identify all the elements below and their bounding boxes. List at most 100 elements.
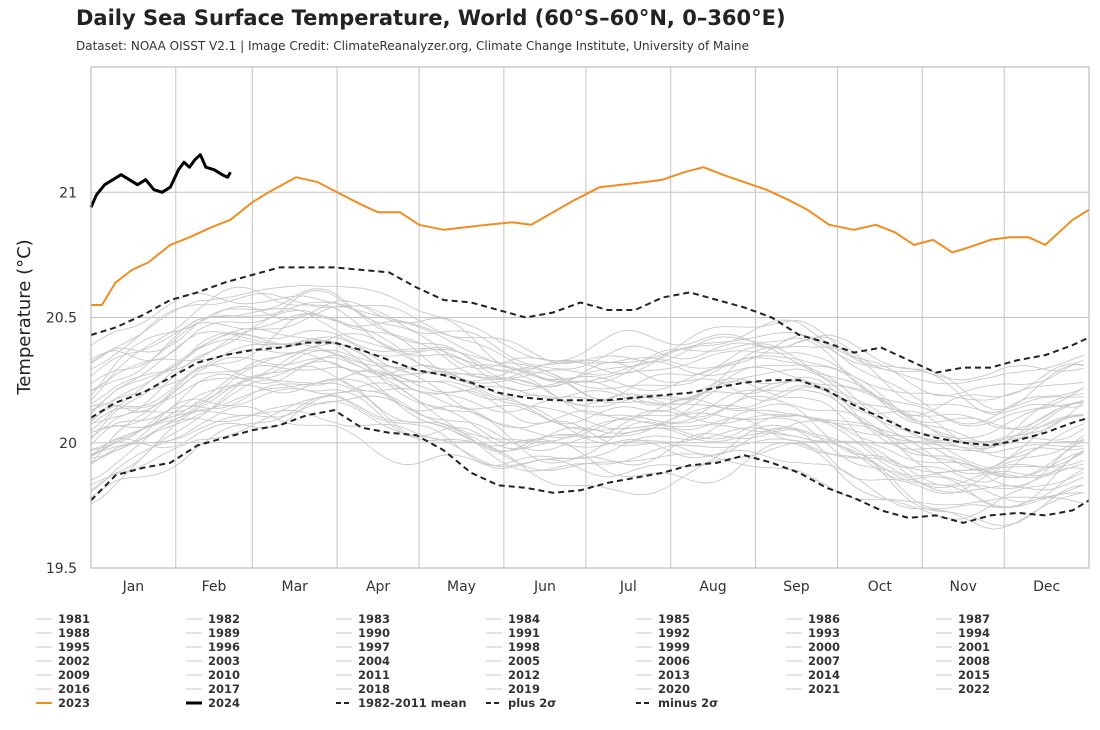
legend-item[interactable]: 1997 [336, 640, 390, 654]
legend-label: 2005 [508, 654, 541, 668]
series-line-1996 [90, 369, 1084, 486]
series-line-2024 [89, 153, 232, 208]
legend-label: 2012 [508, 668, 541, 682]
legend-item[interactable]: 2016 [36, 682, 90, 696]
legend-swatch [636, 688, 652, 690]
legend-label: 2009 [58, 668, 91, 682]
legend-item[interactable]: minus 2σ [636, 696, 718, 710]
y-tick-label: 20 [59, 436, 77, 452]
legend-swatch [636, 632, 652, 634]
legend-item[interactable]: 1988 [36, 626, 90, 640]
series-line-2001 [90, 360, 1084, 483]
legend-label: 1988 [58, 626, 91, 640]
legend-label: 1981 [58, 612, 91, 626]
legend-item[interactable]: 1990 [336, 626, 390, 640]
legend-item[interactable]: 1998 [486, 640, 540, 654]
legend-label: 2003 [208, 654, 241, 668]
legend-swatch [336, 660, 352, 662]
legend-item[interactable]: 1989 [186, 626, 240, 640]
legend-item[interactable]: 1999 [636, 640, 690, 654]
legend-item[interactable]: 2006 [636, 654, 690, 668]
x-tick-label: Apr [366, 579, 390, 595]
legend-item[interactable]: 1982-2011 mean [336, 696, 467, 710]
legend-swatch [786, 618, 802, 620]
plot-area-frame [90, 66, 1090, 569]
legend-item[interactable]: 2021 [786, 682, 840, 696]
legend-item[interactable]: 1983 [336, 612, 390, 626]
legend-item[interactable]: 1993 [786, 626, 840, 640]
y-axis-ticks: 19.5 20 20.5 21 [46, 185, 77, 577]
legend-swatch [786, 646, 802, 648]
legend-label: 1992 [658, 626, 691, 640]
x-tick-label: Aug [699, 579, 726, 595]
legend-item[interactable]: 2010 [186, 668, 240, 682]
legend-item[interactable]: 2011 [336, 668, 390, 682]
legend-label: 1989 [208, 626, 241, 640]
legend-item[interactable]: 1984 [486, 612, 540, 626]
legend-item[interactable]: 2004 [336, 654, 390, 668]
legend-label: 1993 [808, 626, 841, 640]
legend-label: 2000 [808, 640, 841, 654]
legend-label: 2017 [208, 682, 241, 696]
legend-item[interactable]: 2007 [786, 654, 840, 668]
legend-item[interactable]: 2005 [486, 654, 540, 668]
legend-item[interactable]: 2018 [336, 682, 390, 696]
legend-item[interactable]: 2020 [636, 682, 690, 696]
legend-swatch [636, 660, 652, 662]
legend-item[interactable]: 2014 [786, 668, 840, 682]
legend-item[interactable]: 2009 [36, 668, 90, 682]
legend-item[interactable]: 1982 [186, 612, 240, 626]
legend-swatch [336, 674, 352, 676]
legend-item[interactable]: 1987 [936, 612, 990, 626]
legend-swatch [336, 688, 352, 690]
legend-label: 2018 [358, 682, 391, 696]
legend-item[interactable]: 2008 [936, 654, 990, 668]
y-tick-label: 21 [59, 185, 77, 201]
legend-swatch [486, 674, 502, 676]
legend-item[interactable]: 1995 [36, 640, 90, 654]
legend-label: 1983 [358, 612, 391, 626]
legend-item[interactable]: 2023 [36, 696, 90, 710]
legend-item[interactable]: 1981 [36, 612, 90, 626]
legend-item[interactable]: 2000 [786, 640, 840, 654]
legend-item[interactable]: plus 2σ [486, 696, 556, 710]
legend-item[interactable]: 2001 [936, 640, 990, 654]
legend-label: 2006 [658, 654, 691, 668]
legend-item[interactable]: 2012 [486, 668, 540, 682]
legend-label: 1998 [508, 640, 541, 654]
legend-item[interactable]: 1986 [786, 612, 840, 626]
legend-item[interactable]: 2002 [36, 654, 90, 668]
legend-swatch [36, 702, 52, 704]
legend-item[interactable]: 1994 [936, 626, 990, 640]
legend-label: 1982-2011 mean [358, 696, 467, 710]
x-tick-label: Jun [533, 579, 556, 595]
legend-item[interactable]: 1996 [186, 640, 240, 654]
legend-label: 2019 [508, 682, 541, 696]
series-line-1984 [90, 394, 1084, 530]
legend-label: 2021 [808, 682, 841, 696]
legend-swatch [936, 646, 952, 648]
legend-item[interactable]: 2022 [936, 682, 990, 696]
legend-item[interactable]: 2013 [636, 668, 690, 682]
series-line-2002 [90, 352, 1084, 475]
historical-years-lines [90, 284, 1084, 530]
legend-item[interactable]: 2017 [186, 682, 240, 696]
x-tick-label: Sep [783, 579, 810, 595]
legend-item[interactable]: 2024 [186, 696, 240, 710]
legend-label: 1994 [958, 626, 991, 640]
legend-item[interactable]: 2003 [186, 654, 240, 668]
series-line-2009 [90, 338, 1084, 450]
legend-item[interactable]: 1991 [486, 626, 540, 640]
legend-swatch [186, 632, 202, 634]
legend-swatch [936, 674, 952, 676]
legend-item[interactable]: 2019 [486, 682, 540, 696]
legend-item[interactable]: 2015 [936, 668, 990, 682]
legend-swatch [336, 702, 352, 704]
legend-item[interactable]: 1992 [636, 626, 690, 640]
legend-swatch [486, 702, 502, 704]
legend-item[interactable]: 1985 [636, 612, 690, 626]
legend-label: 1990 [358, 626, 391, 640]
legend-swatch [36, 674, 52, 676]
series-line-1982-2011-mean [90, 341, 1090, 447]
series-line-2010 [90, 336, 1084, 459]
